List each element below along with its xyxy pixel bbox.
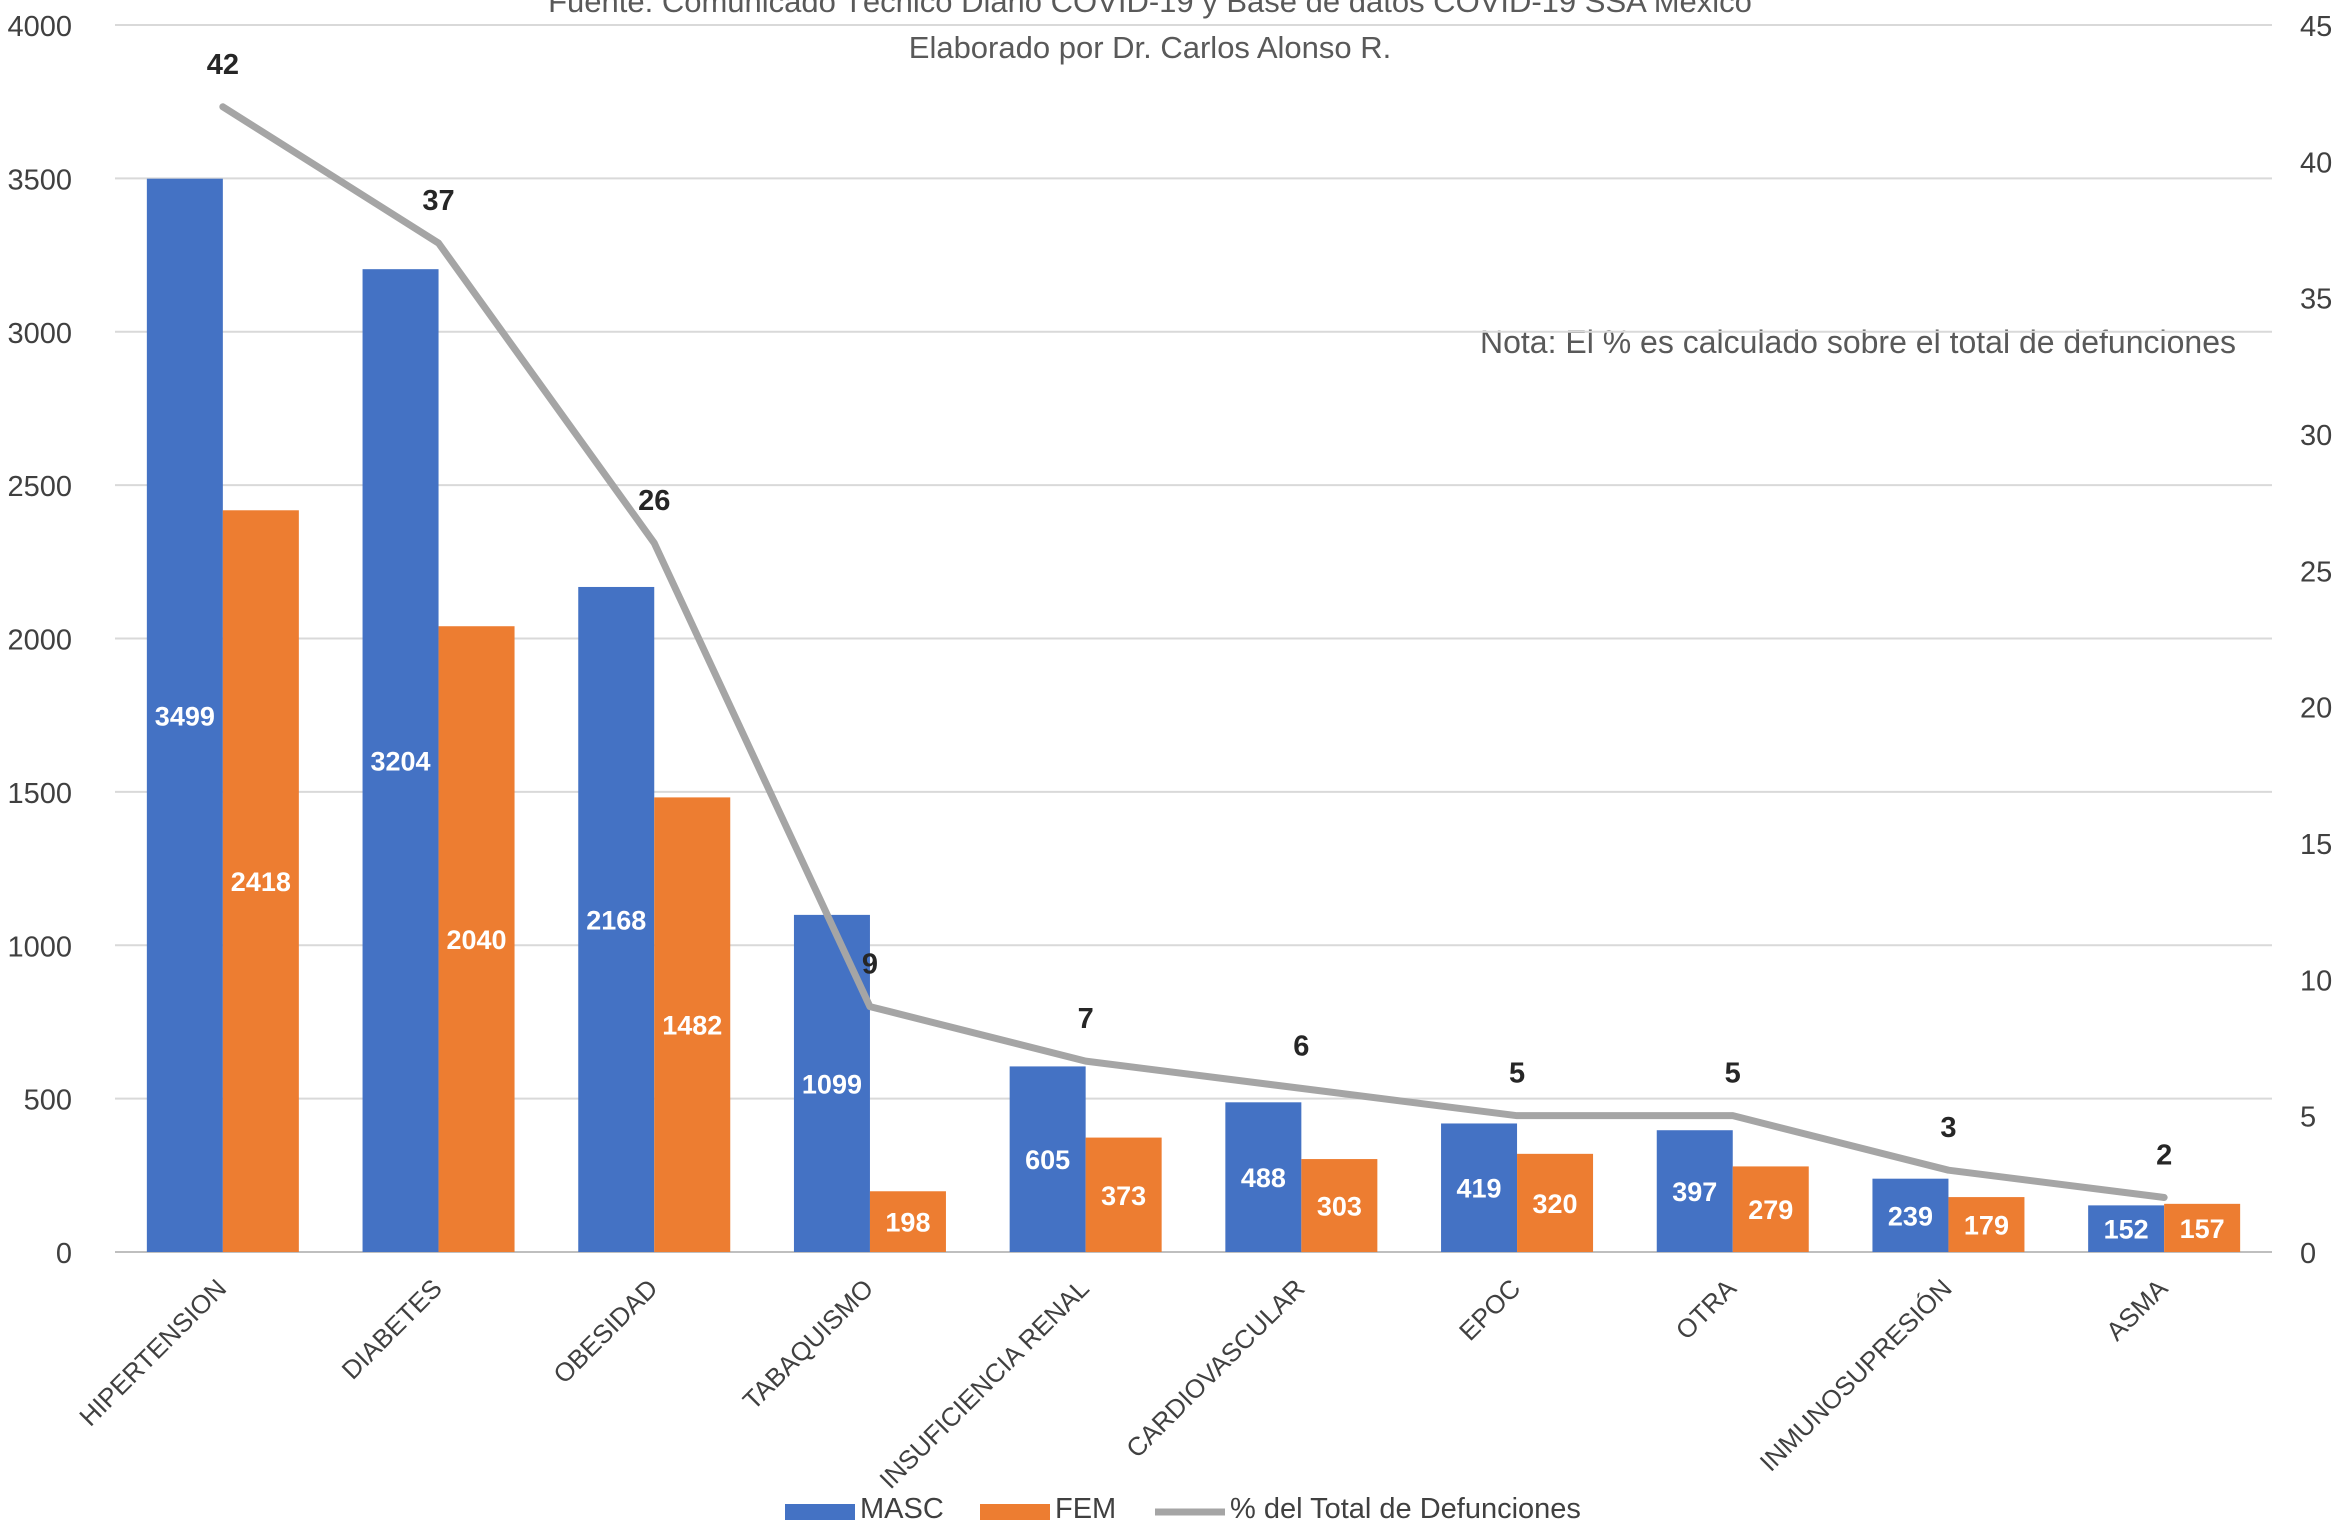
fem-bar xyxy=(438,626,515,1252)
legend: MASC FEM % del Total de Defunciones xyxy=(785,1493,1581,1525)
x-category-label: EPOC xyxy=(1453,1273,1526,1346)
y-right-tick-label: 25 xyxy=(2300,556,2332,588)
y-left-tick-label: 1000 xyxy=(7,931,72,963)
masc-value-label: 3499 xyxy=(155,701,215,731)
chart-title-source: Fuente: Comunicado Técnico Diario COVID-… xyxy=(548,0,1752,19)
y-left-tick-label: 500 xyxy=(24,1085,72,1117)
fem-value-label: 1482 xyxy=(662,1011,722,1041)
y-right-tick-label: 30 xyxy=(2300,420,2332,452)
percent-value-label: 6 xyxy=(1293,1030,1309,1062)
percent-value-label: 42 xyxy=(207,49,239,81)
masc-bar xyxy=(793,914,870,1252)
fem-bar xyxy=(1948,1197,2025,1252)
masc-bar xyxy=(362,269,439,1253)
legend-label-fem: FEM xyxy=(1055,1493,1116,1525)
percent-value-label: 26 xyxy=(638,485,670,517)
x-category-label: OBESIDAD xyxy=(547,1273,663,1389)
chart-title-author: Elaborado por Dr. Carlos Alonso R. xyxy=(909,30,1391,65)
x-category-label: INMUNOSUPRESIÓN xyxy=(1754,1273,1958,1477)
y-left-tick-label: 2500 xyxy=(7,471,72,503)
x-category-label: ASMA xyxy=(2100,1273,2174,1347)
x-category-label: OTRA xyxy=(1670,1273,1743,1346)
y-left-tick-label: 4000 xyxy=(7,11,72,43)
y-right-tick-label: 20 xyxy=(2300,693,2332,725)
masc-value-label: 488 xyxy=(1241,1163,1286,1193)
masc-bar xyxy=(1872,1178,1949,1252)
chart-note: Nota: El % es calculado sobre el total d… xyxy=(1480,324,2236,360)
fem-value-label: 2418 xyxy=(231,867,291,897)
y-right-tick-label: 40 xyxy=(2300,147,2332,179)
x-category-label: INSUFICIENCIA RENAL xyxy=(873,1273,1094,1494)
masc-value-label: 239 xyxy=(1888,1201,1933,1231)
fem-bar xyxy=(222,510,299,1252)
percent-value-label: 37 xyxy=(422,185,454,217)
y-right-tick-label: 0 xyxy=(2300,1238,2316,1270)
percent-line-series xyxy=(219,103,2168,1201)
percent-line xyxy=(219,103,2168,1201)
y-right-tick-label: 45 xyxy=(2300,11,2332,43)
fem-bar xyxy=(869,1191,946,1252)
fem-bar xyxy=(1085,1137,1162,1252)
y-right-tick-label: 10 xyxy=(2300,965,2332,997)
fem-value-label: 303 xyxy=(1317,1192,1362,1222)
legend-swatch-masc xyxy=(785,1504,855,1520)
y-right-tick-label: 5 xyxy=(2300,1102,2316,1134)
percent-value-label: 2 xyxy=(2156,1139,2172,1171)
y-left-tick-label: 2000 xyxy=(7,625,72,657)
bars xyxy=(146,178,2241,1253)
percent-value-label: 5 xyxy=(1725,1058,1741,1090)
axes: 0 500 1000 1500 2000 2500 3000 3500 4000 0 5 10 15 20… xyxy=(7,11,2332,1494)
masc-bar xyxy=(146,178,223,1252)
masc-bar xyxy=(578,586,655,1252)
fem-value-label: 198 xyxy=(885,1208,930,1238)
y-left-tick-label: 3500 xyxy=(7,164,72,196)
percent-value-label: 9 xyxy=(862,949,878,981)
fem-bar xyxy=(654,797,731,1252)
masc-bar xyxy=(2088,1205,2165,1252)
masc-bar xyxy=(1441,1123,1518,1252)
masc-value-label: 605 xyxy=(1025,1145,1070,1175)
x-category-label: HIPERTENSION xyxy=(73,1273,232,1432)
fem-value-label: 179 xyxy=(1964,1211,2009,1241)
masc-bar xyxy=(1225,1102,1302,1252)
y-right-tick-label: 15 xyxy=(2300,829,2332,861)
x-category-label: CARDIOVASCULAR xyxy=(1120,1273,1310,1463)
fem-bar xyxy=(1301,1159,1378,1252)
masc-value-label: 152 xyxy=(2104,1215,2149,1245)
percent-value-label: 3 xyxy=(1940,1112,1956,1144)
y-left-tick-label: 0 xyxy=(56,1238,72,1270)
masc-value-label: 419 xyxy=(1457,1174,1502,1204)
percent-value-label: 5 xyxy=(1509,1058,1525,1090)
y-left-tick-label: 1500 xyxy=(7,778,72,810)
legend-label-masc: MASC xyxy=(860,1493,944,1525)
fem-value-label: 2040 xyxy=(447,925,507,955)
fem-bar xyxy=(1732,1166,1809,1252)
masc-value-label: 1099 xyxy=(802,1069,862,1099)
fem-bar xyxy=(2164,1203,2241,1252)
fem-bar xyxy=(1517,1153,1594,1252)
legend-label-percent: % del Total de Defunciones xyxy=(1230,1493,1581,1525)
masc-value-label: 2168 xyxy=(586,905,646,935)
x-category-label: TABAQUISMO xyxy=(737,1273,879,1415)
masc-bar xyxy=(1656,1130,1733,1252)
percent-value-label: 7 xyxy=(1078,1003,1094,1035)
y-right-tick-label: 35 xyxy=(2300,284,2332,316)
fem-value-label: 279 xyxy=(1748,1195,1793,1225)
masc-bar xyxy=(1009,1066,1086,1252)
fem-value-label: 157 xyxy=(2180,1214,2225,1244)
masc-value-label: 3204 xyxy=(371,747,431,777)
legend-swatch-fem xyxy=(980,1504,1050,1520)
masc-value-label: 397 xyxy=(1672,1177,1717,1207)
x-category-label: DIABETES xyxy=(336,1273,448,1385)
y-left-tick-label: 3000 xyxy=(7,318,72,350)
fem-value-label: 320 xyxy=(1533,1189,1578,1219)
fem-value-label: 373 xyxy=(1101,1181,1146,1211)
